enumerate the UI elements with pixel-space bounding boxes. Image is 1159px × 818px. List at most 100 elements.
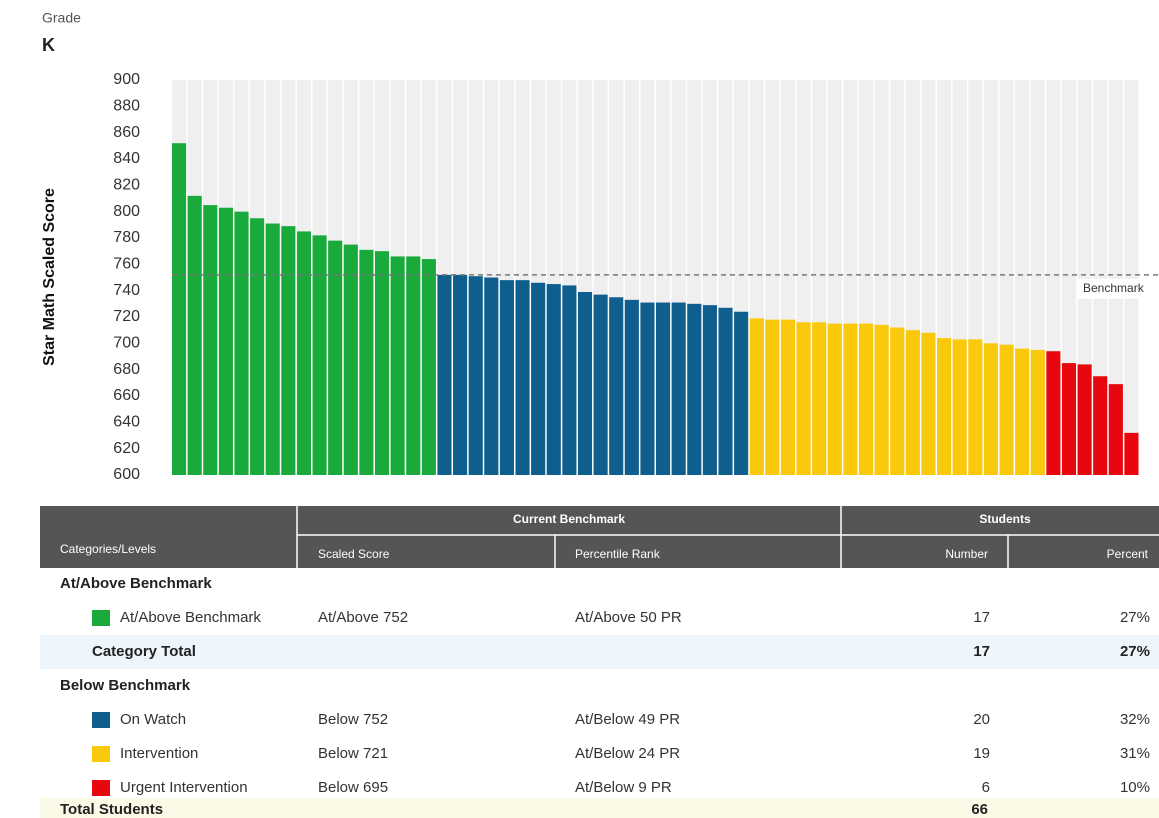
bar (499, 280, 514, 475)
bar (843, 323, 858, 475)
bar (937, 338, 952, 475)
bar (390, 256, 405, 475)
y-tick-label: 880 (113, 98, 140, 115)
bar (702, 305, 717, 475)
bar (172, 143, 187, 475)
bar (203, 205, 218, 476)
swatch (92, 712, 110, 728)
bar (858, 323, 874, 475)
bar (250, 218, 265, 475)
table-header-bg (40, 506, 1159, 568)
bar (218, 207, 233, 475)
bar (921, 332, 936, 475)
bar (437, 274, 452, 475)
bar (765, 319, 780, 475)
percentile-rank: At/Below 9 PR (575, 779, 672, 796)
bar (905, 330, 920, 475)
y-tick-label: 720 (113, 308, 140, 325)
y-tick-label: 820 (113, 177, 140, 194)
percent: 27% (1120, 643, 1150, 660)
scaled-score: At/Above 752 (318, 609, 408, 626)
bar (952, 339, 967, 475)
bar (562, 285, 577, 475)
y-tick-label: 640 (113, 414, 140, 431)
header-cell: Current Benchmark (513, 512, 625, 526)
bar (1077, 364, 1092, 475)
y-tick-label: 780 (113, 229, 140, 246)
bar (609, 297, 624, 475)
y-tick-label: 760 (113, 256, 140, 273)
scaled-score: Below 721 (318, 745, 388, 762)
bar (687, 303, 702, 475)
bar (265, 223, 280, 475)
bar (281, 226, 296, 475)
bar-background (1108, 80, 1123, 475)
group-title: At/Above Benchmark (60, 575, 212, 592)
y-axis-label: Star Math Scaled Score (41, 188, 58, 366)
y-tick-label: 740 (113, 282, 140, 299)
bar (312, 235, 327, 475)
percentile-rank: At/Above 50 PR (575, 609, 682, 626)
bar (374, 251, 390, 475)
y-tick-label: 660 (113, 387, 140, 404)
y-tick-label: 860 (113, 124, 140, 141)
bar (343, 244, 358, 475)
bar (1093, 376, 1108, 475)
bar (1108, 384, 1123, 475)
bar (671, 302, 686, 475)
total-number: 66 (971, 801, 988, 818)
category-total: Category Total (92, 643, 196, 660)
number: 17 (973, 643, 990, 660)
bar (999, 344, 1014, 475)
bar (484, 277, 499, 475)
y-tick-label: 680 (113, 361, 140, 378)
bar (640, 302, 655, 475)
number: 17 (973, 609, 990, 626)
bar (515, 280, 530, 475)
percentile-rank: At/Below 49 PR (575, 711, 680, 728)
y-tick-label: 840 (113, 150, 140, 167)
percent: 27% (1120, 609, 1150, 626)
bar (453, 274, 468, 475)
y-tick-label: 600 (113, 466, 140, 483)
bar (734, 311, 749, 475)
y-tick-label: 700 (113, 335, 140, 352)
bar (718, 307, 733, 475)
total-bg (40, 798, 1159, 818)
bar (1030, 349, 1045, 475)
y-tick-label: 900 (113, 71, 140, 88)
header-cell: Categories/Levels (60, 542, 156, 556)
bar (624, 299, 639, 475)
grade-label: Grade (42, 10, 81, 26)
bar (656, 302, 671, 475)
bar (1061, 363, 1077, 475)
bar (468, 276, 483, 475)
bar (968, 339, 983, 475)
number: 20 (973, 711, 990, 728)
bar (421, 259, 436, 475)
benchmark-label-bg (1077, 278, 1159, 299)
swatch (92, 610, 110, 626)
bar (187, 195, 202, 475)
bar (812, 322, 827, 475)
scaled-score: Below 695 (318, 779, 388, 796)
scaled-score: Below 752 (318, 711, 388, 728)
number: 19 (973, 745, 990, 762)
bar (890, 327, 905, 475)
swatch (92, 780, 110, 796)
group-title: Below Benchmark (60, 677, 191, 694)
percent: 10% (1120, 779, 1150, 796)
bar-background (1124, 80, 1139, 475)
percentile-rank: At/Below 24 PR (575, 745, 680, 762)
bar (1046, 351, 1061, 475)
level: Urgent Intervention (120, 779, 248, 796)
bar (531, 282, 546, 475)
number: 6 (982, 779, 990, 796)
level: Intervention (120, 745, 198, 762)
y-tick-label: 620 (113, 440, 140, 457)
bar (577, 291, 593, 475)
grade-value: K (42, 35, 55, 55)
header-cell: Students (979, 512, 1031, 526)
swatch (92, 746, 110, 762)
